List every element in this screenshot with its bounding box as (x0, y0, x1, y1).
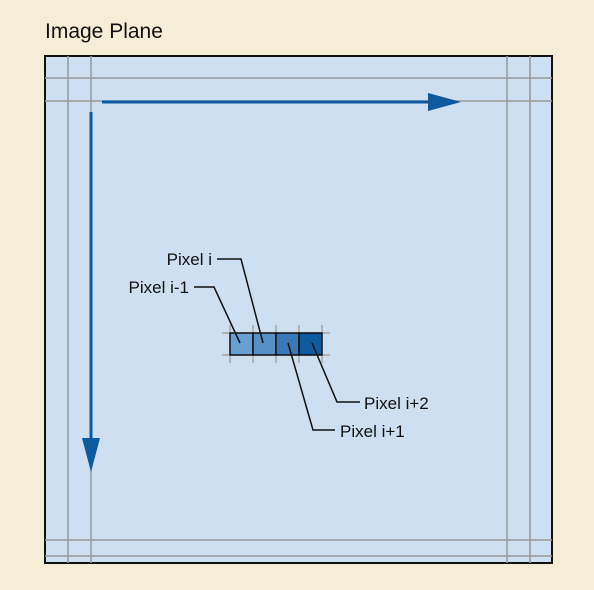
horizontal-arrow-head (428, 93, 461, 111)
leader-line-pixel-i (217, 258, 264, 344)
label-pixel-i-minus-1: Pixel i-1 (129, 278, 189, 297)
leader-line-pixel-i-plus-2 (311, 342, 360, 403)
leader-line-pixel-i-minus-1 (194, 286, 241, 344)
pixel-i-minus-1 (229, 332, 254, 356)
leader-lines (194, 258, 360, 431)
horizontal-arrow (102, 93, 461, 111)
vertical-arrow-head (82, 438, 100, 472)
pixel-i-plus-2 (298, 332, 323, 356)
label-pixel-i: Pixel i (167, 250, 212, 269)
image-plane (44, 55, 553, 564)
label-pixel-i-plus-2: Pixel i+2 (364, 394, 429, 413)
label-pixel-i-plus-1: Pixel i+1 (340, 422, 405, 441)
pixel-strip (229, 332, 323, 356)
leader-line-pixel-i-plus-1 (287, 342, 335, 431)
pixel-i-plus-1 (275, 332, 300, 356)
vertical-arrow (82, 112, 100, 472)
pixel-i (252, 332, 277, 356)
diagram-title: Image Plane (45, 20, 163, 43)
